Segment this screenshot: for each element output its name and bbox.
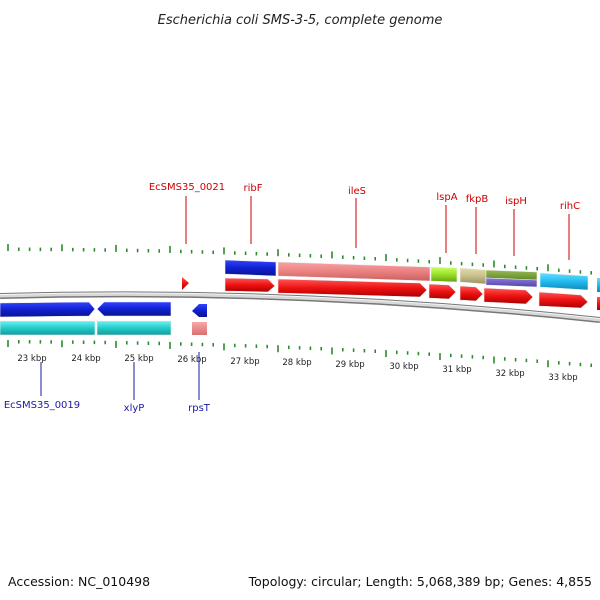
gene-label[interactable]: ileS	[348, 186, 366, 197]
cds-arrow[interactable]	[96, 301, 172, 317]
scale-label: 24 kbp	[71, 354, 100, 364]
gene-feature[interactable]	[96, 320, 172, 336]
gene-feature[interactable]	[0, 320, 96, 336]
gene-label[interactable]: rpsT	[188, 403, 211, 414]
feature-track-forward-outer	[224, 259, 600, 292]
gene-label[interactable]: ribF	[244, 183, 263, 194]
scale-label: 29 kbp	[335, 360, 364, 370]
scale-label: 27 kbp	[230, 357, 259, 367]
genome-backbone	[0, 291, 600, 323]
scale-labels: 23 kbp 24 kbp 25 kbp 26 kbp 27 kbp 28 kbp 29 k…	[17, 354, 577, 383]
gene-label[interactable]: EcSMS35_0019	[4, 400, 80, 411]
gene-feature[interactable]	[539, 272, 589, 291]
gene-labels: EcSMS35_0021 ribF ileS lspA fkpB ispH ri…	[4, 182, 580, 414]
scale-label: 32 kbp	[495, 369, 524, 379]
gene-label[interactable]: xlyP	[124, 403, 145, 414]
cds-arrow[interactable]	[277, 278, 428, 298]
tick-marks-bottom	[7, 340, 593, 368]
gene-label[interactable]: fkpB	[466, 194, 489, 205]
gene-feature[interactable]	[485, 277, 538, 288]
gene-label[interactable]: ispH	[505, 196, 527, 207]
map-title: Escherichia coli SMS-3-5, complete genom…	[158, 13, 443, 28]
gene-feature[interactable]	[192, 322, 207, 335]
gene-label[interactable]: lspA	[436, 192, 457, 203]
scale-label: 33 kbp	[548, 373, 577, 383]
genome-summary-text: Topology: circular; Length: 5,068,389 bp…	[248, 574, 592, 589]
cds-arrow[interactable]	[538, 291, 589, 309]
feature-track-reverse-cds	[0, 301, 207, 318]
feature-track-reverse-inner	[0, 320, 207, 336]
gene-feature[interactable]	[430, 266, 458, 283]
accession-text: Accession: NC_010498	[8, 574, 150, 589]
feature-track-forward-cds	[182, 277, 600, 310]
scale-label: 31 kbp	[442, 365, 471, 375]
scale-label: 23 kbp	[17, 354, 46, 364]
cds-arrow[interactable]	[192, 304, 207, 317]
scale-label: 28 kbp	[282, 358, 311, 368]
gene-feature[interactable]	[597, 278, 600, 292]
cds-arrow[interactable]	[182, 277, 189, 290]
scale-label: 25 kbp	[124, 354, 153, 364]
gene-feature[interactable]	[277, 261, 431, 282]
gene-label[interactable]: EcSMS35_0021	[149, 182, 225, 193]
cds-arrow[interactable]	[459, 285, 484, 302]
gene-feature[interactable]	[459, 267, 487, 285]
cds-arrow[interactable]	[0, 301, 96, 318]
cds-arrow[interactable]	[224, 277, 276, 293]
cds-arrow[interactable]	[483, 287, 534, 305]
scale-label: 26 kbp	[177, 355, 206, 365]
gene-feature[interactable]	[224, 259, 277, 277]
cds-arrow[interactable]	[428, 283, 457, 300]
tick-marks-top	[7, 244, 593, 275]
cds-arrow[interactable]	[597, 297, 600, 310]
scale-label: 30 kbp	[389, 362, 418, 372]
gene-label[interactable]: rihC	[560, 201, 580, 212]
